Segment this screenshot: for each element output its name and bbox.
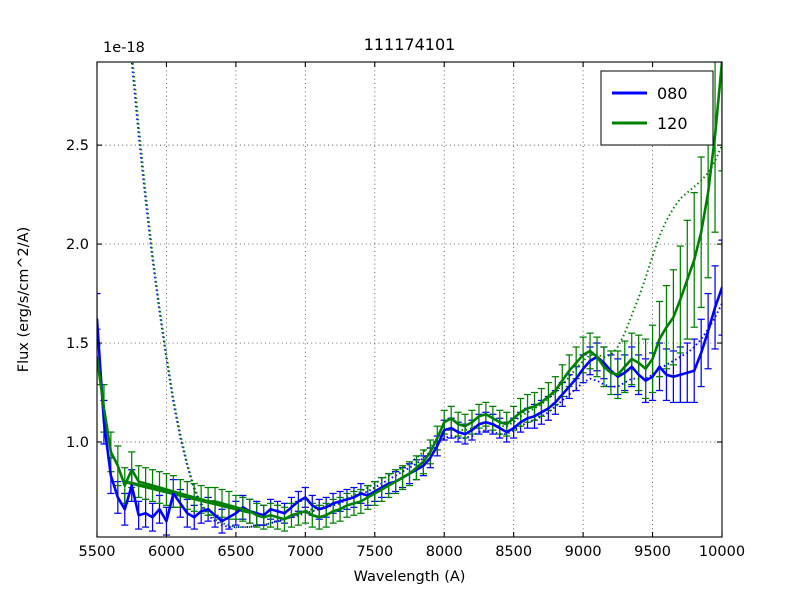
xtick-label: 5500 — [79, 544, 116, 560]
x-axis-label: Wavelength (A) — [354, 569, 466, 585]
legend-label-080: 080 — [657, 84, 688, 103]
series-line-120-model — [131, 62, 722, 529]
y-axis-label: Flux (erg/s/cm^2/A) — [16, 227, 32, 373]
legend-frame[interactable] — [600, 70, 714, 146]
legend-label-120: 120 — [657, 114, 688, 133]
ytick-label: 2.5 — [66, 138, 89, 154]
xtick-label: 8500 — [495, 544, 532, 560]
ytick-label: 1.0 — [66, 435, 89, 451]
xtick-label: 6000 — [148, 544, 185, 560]
data-layer — [97, 62, 722, 536]
series-line-120 — [97, 62, 722, 521]
chart-title: 111174101 — [364, 35, 456, 54]
xtick-label: 7500 — [356, 544, 393, 560]
errorbars-120 — [97, 62, 722, 532]
xtick-label: 8000 — [426, 544, 463, 560]
ytick-label: 1.5 — [66, 336, 89, 352]
xtick-label: 9500 — [634, 544, 671, 560]
xtick-label: 10000 — [699, 544, 745, 560]
axes-layer — [96, 61, 723, 538]
series-line-120-continuum — [123, 479, 252, 514]
y-offset-label: 1e-18 — [103, 40, 145, 56]
labels-layer: 5500 6000 6500 7000 7500 8000 8500 9000 9500 1000… — [16, 35, 745, 585]
xtick-label: 6500 — [217, 544, 254, 560]
legend-box[interactable]: 080 120 — [600, 70, 714, 146]
xtick-label: 9000 — [565, 544, 602, 560]
ytick-label: 2.0 — [66, 237, 89, 253]
xtick-label: 7000 — [287, 544, 324, 560]
plot-frame — [96, 61, 723, 538]
